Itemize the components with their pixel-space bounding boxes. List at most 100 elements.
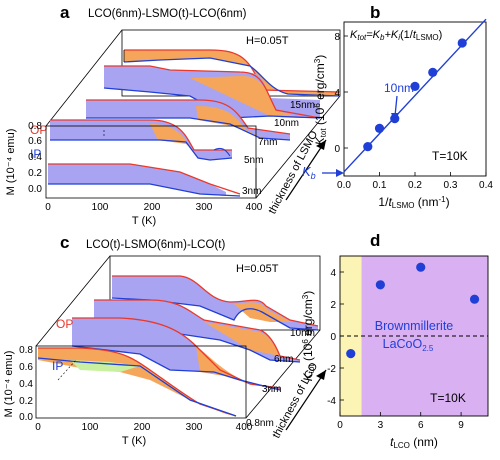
x-tick-label: 0.4 bbox=[479, 180, 493, 191]
data-point bbox=[416, 262, 426, 272]
panel-a-op-curve-7nm bbox=[86, 99, 291, 135]
panel-c-op-curve-front bbox=[38, 347, 237, 417]
panel-a-thickness-label: 10nm bbox=[274, 118, 299, 129]
x-tick-label: 9 bbox=[458, 420, 464, 431]
panel-a-ytick: 0.2 bbox=[28, 168, 42, 179]
panel-c-thickness-label: 0.8nm bbox=[246, 418, 274, 429]
panel-d-letter: d bbox=[370, 231, 380, 250]
panel-a-xtick: 0 bbox=[45, 202, 51, 213]
panel-c-xlabel: T (K) bbox=[122, 435, 146, 447]
y-tick-label: 0 bbox=[334, 144, 340, 155]
panel-a-perspective-line-right bbox=[255, 95, 341, 199]
panel-a-fill-15nm bbox=[124, 50, 340, 96]
panel-a-ytick: 0.6 bbox=[28, 136, 42, 147]
data-point bbox=[469, 294, 480, 304]
y-tick-label: 4 bbox=[334, 88, 340, 99]
panel-d-annotation-line2: LaCoO2.5 bbox=[383, 337, 434, 353]
panel-a-fill-orange-5nm bbox=[150, 124, 204, 160]
panel-c-layer-3nm: OP bbox=[56, 317, 281, 391]
panel-a-title: LCO(6nm)-LSMO(t)-LCO(6nm) bbox=[88, 8, 247, 20]
panel-d-yticks: -4 -2 0 2 4 bbox=[327, 268, 344, 407]
panel-b-temperature: T=10K bbox=[432, 149, 468, 163]
panel-c-ip-curve-3nm bbox=[71, 345, 281, 391]
panel-a-xtick: 200 bbox=[144, 202, 161, 213]
panel-c-xticks: 0 100 200 300 400 bbox=[35, 422, 253, 433]
panel-c-ytick: 0.6 bbox=[19, 362, 33, 373]
x-tick-label: 3 bbox=[378, 420, 384, 431]
x-tick-label: 6 bbox=[418, 420, 424, 431]
panel-c-xtick: 100 bbox=[82, 422, 99, 433]
panel-b-annotation-arrow bbox=[394, 95, 398, 117]
panel-c-xtick: 300 bbox=[186, 422, 203, 433]
data-point bbox=[375, 280, 385, 290]
x-tick-label: 0.2 bbox=[408, 180, 422, 191]
panel-d-points bbox=[346, 262, 480, 359]
panel-b-xlabel: 1/tLSMO (nm-1) bbox=[378, 195, 449, 210]
x-tick-label: 0.0 bbox=[337, 180, 351, 191]
panel-a-xtick: 300 bbox=[196, 202, 213, 213]
panel-a-front-frame bbox=[45, 125, 257, 199]
panel-a-op-curve-10nm bbox=[104, 65, 321, 119]
panel-a-depth-arrowhead bbox=[316, 140, 326, 150]
panel-c-thickness-label: 3nm bbox=[262, 384, 281, 395]
panel-d-xlabel: tLCO (nm) bbox=[390, 435, 438, 450]
data-point bbox=[428, 67, 438, 77]
panel-b-annotation-arrowhead bbox=[391, 113, 399, 122]
data-point bbox=[346, 349, 356, 359]
data-point bbox=[363, 142, 373, 152]
panel-c-depth-arrowhead bbox=[316, 370, 326, 380]
panel-c-xtick: 0 bbox=[35, 422, 41, 433]
panel-a-thickness-labels: 3nm 5nm 7nm 10nm 15nm bbox=[242, 100, 315, 197]
panel-a-fill-blue-7nm bbox=[86, 100, 290, 140]
panel-a-ytick: 0.4 bbox=[28, 152, 42, 163]
panel-a-thickness-label: 3nm bbox=[242, 186, 261, 197]
data-point bbox=[410, 81, 420, 91]
data-point bbox=[457, 38, 467, 48]
y-tick-label: -4 bbox=[327, 396, 336, 407]
panel-a-fill-orange-7nm bbox=[196, 106, 264, 138]
panel-c: c LCO(t)-LSMO(6nm)-LCO(t) H=0.05T OP bbox=[3, 233, 327, 447]
panel-d-temperature: T=10K bbox=[430, 391, 466, 405]
panel-b-equation: Ktot=Kb+Ki(1/tLSMO) bbox=[350, 29, 442, 42]
panel-a-ip-bump-5nm bbox=[213, 147, 231, 157]
panel-c-op-curve-10nm bbox=[112, 275, 319, 327]
panel-a-thickness-label: 15nm bbox=[290, 100, 315, 111]
panel-c-xtick: 200 bbox=[134, 422, 151, 433]
y-tick-label: 2 bbox=[330, 300, 336, 311]
y-tick-label: -2 bbox=[327, 364, 336, 375]
panel-c-dotted-guide bbox=[57, 359, 77, 381]
panel-a-ip-curve-15nm bbox=[123, 57, 341, 97]
panel-b-yticks: 0 4 8 bbox=[334, 32, 348, 155]
panel-a: a LCO(6nm)-LSMO(t)-LCO(6nm) H=0.05T bbox=[5, 3, 341, 227]
panel-c-thickness-labels: 0.8nm 3nm 6nm 10nm bbox=[246, 328, 315, 429]
panel-c-xtick: 400 bbox=[236, 422, 253, 433]
panel-c-fill-orange-6nm bbox=[204, 322, 280, 356]
panel-c-ytick: 0.2 bbox=[19, 396, 33, 407]
x-tick-label: 0 bbox=[337, 420, 343, 431]
panel-a-fill-blue-3nm bbox=[48, 164, 226, 196]
panel-d-ylabel: Ktot (106 erg/cm3) bbox=[301, 291, 316, 382]
panel-a-ytick: 0.8 bbox=[28, 121, 42, 132]
panel-a-yticks: 0.0 0.2 0.4 0.6 0.8 bbox=[28, 121, 42, 195]
panel-a-xtick: 400 bbox=[246, 202, 263, 213]
panel-a-ip-label: IP bbox=[30, 147, 41, 161]
panel-c-op-curve-3nm bbox=[72, 317, 281, 389]
panel-a-xtick: 100 bbox=[92, 202, 109, 213]
panel-c-yticks: 0.0 0.2 0.4 0.6 0.8 bbox=[19, 345, 33, 423]
y-tick-label: 4 bbox=[330, 268, 336, 279]
panel-d-annotation-line1: Brownmillerite bbox=[375, 319, 454, 333]
panel-c-ylabel: M (10⁻⁴ emu) bbox=[3, 351, 15, 418]
panel-c-title: LCO(t)-LSMO(6nm)-LCO(t) bbox=[86, 239, 225, 251]
panel-a-op-curve-3nm bbox=[48, 163, 241, 195]
panel-c-ip-curve-10nm bbox=[111, 297, 319, 331]
panel-b-xticks: 0.0 0.1 0.2 0.3 0.4 bbox=[337, 172, 493, 191]
panel-a-ytick: 0.0 bbox=[28, 184, 42, 195]
panel-c-layer-0.8nm: IP bbox=[37, 347, 237, 417]
data-point bbox=[374, 123, 385, 133]
panel-a-letter: a bbox=[60, 3, 70, 22]
panel-c-fill-blue-10nm bbox=[112, 276, 318, 330]
panel-c-ip-label: IP bbox=[52, 359, 63, 373]
panel-a-op-label: OP bbox=[30, 123, 47, 137]
x-tick-label: 0.1 bbox=[373, 180, 387, 191]
panel-c-fill-blue-3nm bbox=[72, 318, 280, 390]
